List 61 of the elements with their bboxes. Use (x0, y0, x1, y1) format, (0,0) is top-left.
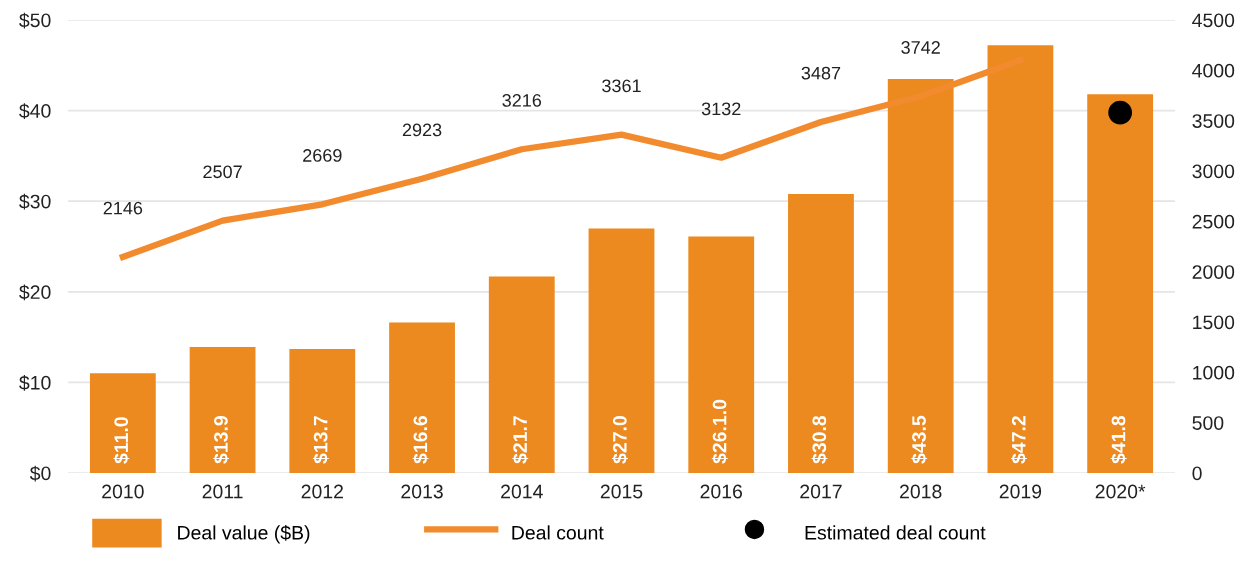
y2-tick-label: 2500 (1192, 214, 1235, 229)
x-tick-label: 2020* (1095, 484, 1146, 499)
data-label: 3361 (602, 79, 641, 93)
y2-tick-label: 3000 (1192, 164, 1235, 179)
data-label: 3487 (801, 66, 841, 80)
bar (887, 78, 954, 473)
y2-tick-label: 1500 (1193, 315, 1235, 330)
bar (289, 348, 356, 473)
data-label: $16.6 (412, 415, 429, 464)
y2-tick-label: 3500 (1192, 114, 1235, 128)
legend-label: Estimated deal count (805, 525, 986, 540)
x-tick-label: 2016 (700, 484, 743, 499)
data-label: $43.5 (911, 415, 928, 464)
data-label: $26.1.0 (711, 399, 728, 464)
y-tick-label: $30 (19, 193, 51, 210)
data-label: $47.2 (1011, 416, 1027, 464)
data-label: $13.9 (213, 416, 230, 464)
bar (389, 322, 455, 473)
x-tick-label: 2019 (999, 484, 1042, 499)
data-label: 3742 (901, 41, 940, 54)
y2-tick-label: 1000 (1193, 365, 1235, 380)
data-label: $30.8 (811, 415, 828, 464)
data-label: 3216 (502, 94, 542, 107)
x-tick-label: 2011 (202, 484, 243, 499)
data-label: 2146 (103, 201, 143, 215)
bar (89, 373, 156, 473)
legend-label: Deal count (512, 525, 604, 540)
legend-label: Deal value ($B) (178, 525, 310, 544)
bar (987, 45, 1054, 473)
y-tick-label: $50 (19, 12, 51, 29)
data-label: $41.8 (1110, 415, 1127, 464)
bar (1087, 94, 1154, 473)
x-tick-label: 2013 (401, 484, 443, 499)
x-tick-label: 2014 (501, 484, 543, 499)
data-label: $27.0 (612, 416, 628, 464)
y2-tick-label: 2000 (1192, 265, 1235, 279)
data-label: 2669 (303, 149, 342, 162)
bar (588, 228, 655, 473)
bar (688, 236, 755, 473)
bar (488, 276, 555, 473)
data-label: 3132 (701, 102, 741, 116)
x-tick-label: 2015 (600, 484, 643, 499)
y-tick-label: $20 (19, 284, 51, 301)
y2-tick-label: 500 (1192, 416, 1224, 430)
x-tick-label: 2017 (800, 484, 842, 499)
data-label: $13.7 (312, 416, 329, 464)
data-label: 2923 (402, 123, 442, 137)
y2-tick-label: 4500 (1192, 13, 1235, 28)
data-label: $11.0 (113, 417, 130, 464)
bar (189, 347, 256, 473)
x-tick-label: 2018 (900, 484, 942, 499)
y-tick-label: $40 (19, 103, 51, 119)
y2-tick-label: 4000 (1192, 63, 1235, 78)
data-label: 2507 (203, 165, 242, 179)
y-tick-label: $10 (19, 375, 51, 391)
y-tick-label: $0 (29, 465, 51, 482)
x-tick-label: 2012 (301, 484, 343, 499)
data-label: $21.7 (512, 416, 529, 464)
x-tick-label: 2010 (102, 484, 144, 499)
y2-tick-label: 0 (1192, 466, 1202, 481)
bar (788, 193, 854, 473)
